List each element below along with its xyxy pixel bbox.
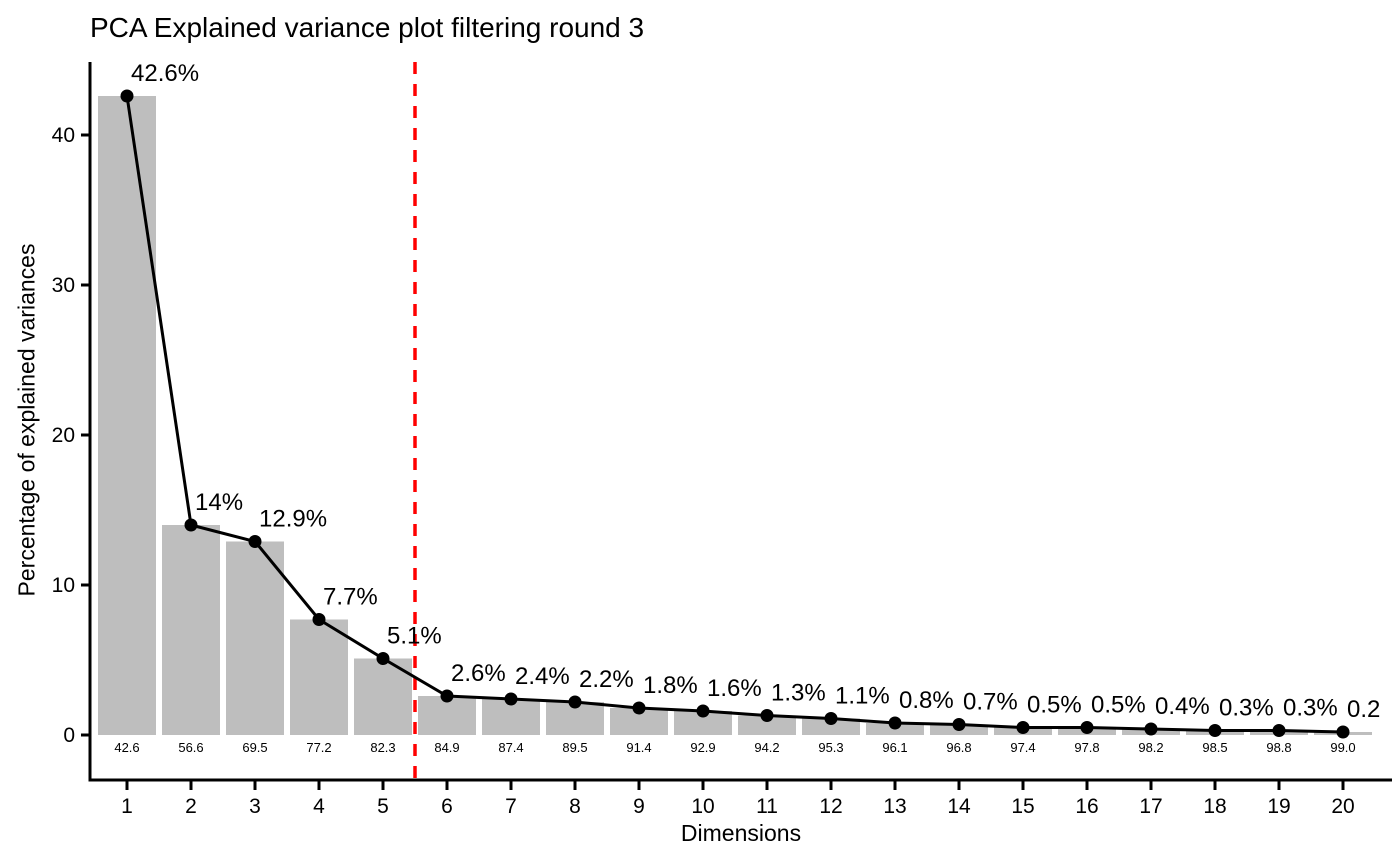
cumulative-variance-label: 82.3 <box>370 740 395 755</box>
point-percentage-label: 1.1% <box>835 683 890 710</box>
variance-bar <box>802 718 860 735</box>
x-axis-tick-label: 5 <box>377 795 389 818</box>
cumulative-variance-label: 92.9 <box>690 740 715 755</box>
cumulative-variance-label: 77.2 <box>306 740 331 755</box>
x-axis-tick-label: 10 <box>691 795 714 818</box>
data-point <box>888 716 902 730</box>
point-percentage-label: 7.7% <box>323 584 378 611</box>
x-axis-tick-label: 20 <box>1331 795 1354 818</box>
x-axis-tick-label: 15 <box>1011 795 1034 818</box>
x-axis-tick-label: 14 <box>947 795 971 818</box>
data-point <box>184 518 198 532</box>
x-axis-tick-label: 4 <box>313 795 325 818</box>
data-point <box>120 89 134 103</box>
point-percentage-label: 2.4% <box>515 663 570 690</box>
data-point <box>632 701 646 715</box>
data-point <box>376 652 390 665</box>
point-percentage-label: 12.9% <box>259 506 327 533</box>
x-axis-tick-label: 2 <box>185 795 197 818</box>
x-axis-tick-label: 7 <box>505 795 517 818</box>
x-axis-tick-label: 16 <box>1075 795 1098 818</box>
point-percentage-label: 1.6% <box>707 675 762 702</box>
data-point <box>312 613 326 626</box>
x-axis-tick-label: 17 <box>1139 795 1162 818</box>
data-point <box>1144 722 1158 736</box>
y-axis-tick-label: 40 <box>52 124 75 147</box>
point-percentage-label: 1.3% <box>771 680 826 707</box>
x-axis-title: Dimensions <box>680 820 802 846</box>
data-point <box>824 712 838 725</box>
cumulative-variance-label: 96.1 <box>882 740 907 755</box>
x-axis-tick-label: 19 <box>1267 795 1290 818</box>
data-point <box>1080 721 1094 734</box>
data-point <box>952 718 966 731</box>
data-point <box>1016 721 1030 734</box>
x-axis-tick-label: 8 <box>569 795 581 818</box>
x-axis-tick-label: 11 <box>756 795 778 818</box>
x-axis-tick-label: 12 <box>819 795 842 818</box>
data-point <box>440 689 454 703</box>
point-percentage-label: 1.8% <box>643 672 698 699</box>
cumulative-variance-label: 98.5 <box>1202 740 1227 755</box>
x-axis-tick-label: 3 <box>249 795 261 818</box>
point-percentage-label: 0.2 <box>1347 696 1380 723</box>
data-point <box>568 695 582 709</box>
cumulative-variance-label: 94.2 <box>754 740 779 755</box>
cumulative-variance-label: 98.2 <box>1138 740 1163 755</box>
x-axis-tick-label: 18 <box>1203 795 1226 818</box>
point-percentage-label: 0.3% <box>1283 695 1338 722</box>
cumulative-variance-label: 91.4 <box>626 740 651 755</box>
y-axis-tick-label: 20 <box>52 424 75 447</box>
y-axis-tick-label: 0 <box>63 724 75 747</box>
variance-bar <box>290 619 348 735</box>
x-axis-tick-label: 1 <box>121 795 133 818</box>
cumulative-variance-label: 99.0 <box>1330 740 1355 755</box>
cumulative-variance-label: 98.8 <box>1266 740 1291 755</box>
cumulative-variance-label: 96.8 <box>946 740 971 755</box>
y-axis-title: Percentage of explained variances <box>13 243 40 597</box>
cumulative-variance-label: 95.3 <box>818 740 843 755</box>
data-point <box>1208 724 1222 737</box>
variance-bar <box>162 525 220 735</box>
x-axis-tick-label: 13 <box>883 795 906 818</box>
variance-bar <box>226 541 284 735</box>
cumulative-variance-label: 89.5 <box>562 740 587 755</box>
point-percentage-label: 0.8% <box>899 687 954 714</box>
cumulative-variance-label: 97.4 <box>1010 740 1035 755</box>
variance-bar <box>98 96 156 735</box>
x-axis-tick-label: 6 <box>441 795 453 818</box>
y-axis-tick-label: 30 <box>52 274 75 297</box>
chart-title: PCA Explained variance plot filtering ro… <box>90 12 645 43</box>
cumulative-variance-label: 97.8 <box>1074 740 1099 755</box>
data-point <box>696 704 710 718</box>
data-point <box>1272 724 1286 737</box>
point-percentage-label: 5.1% <box>387 623 442 650</box>
point-percentage-label: 14% <box>195 489 243 516</box>
point-percentage-label: 0.3% <box>1219 695 1274 722</box>
point-percentage-label: 0.7% <box>963 689 1018 716</box>
point-percentage-label: 0.5% <box>1091 692 1146 719</box>
cumulative-variance-label: 42.6 <box>114 740 139 755</box>
cumulative-variance-label: 69.5 <box>242 740 267 755</box>
data-point <box>1336 725 1350 739</box>
point-percentage-label: 2.2% <box>579 666 634 693</box>
scree-line <box>125 95 1344 734</box>
point-percentage-label: 42.6% <box>131 60 199 87</box>
cumulative-variance-label: 56.6 <box>178 740 203 755</box>
x-axis-tick-label: 9 <box>633 795 645 818</box>
cumulative-variance-label: 87.4 <box>498 740 523 755</box>
cumulative-variance-label: 84.9 <box>434 740 459 755</box>
data-point <box>760 709 774 722</box>
point-percentage-label: 2.6% <box>451 660 506 687</box>
data-point <box>504 692 518 706</box>
variance-bar <box>738 715 796 735</box>
data-point <box>248 535 262 548</box>
y-axis-tick-label: 10 <box>52 574 75 597</box>
point-percentage-label: 0.5% <box>1027 692 1082 719</box>
point-percentage-label: 0.4% <box>1155 693 1210 720</box>
